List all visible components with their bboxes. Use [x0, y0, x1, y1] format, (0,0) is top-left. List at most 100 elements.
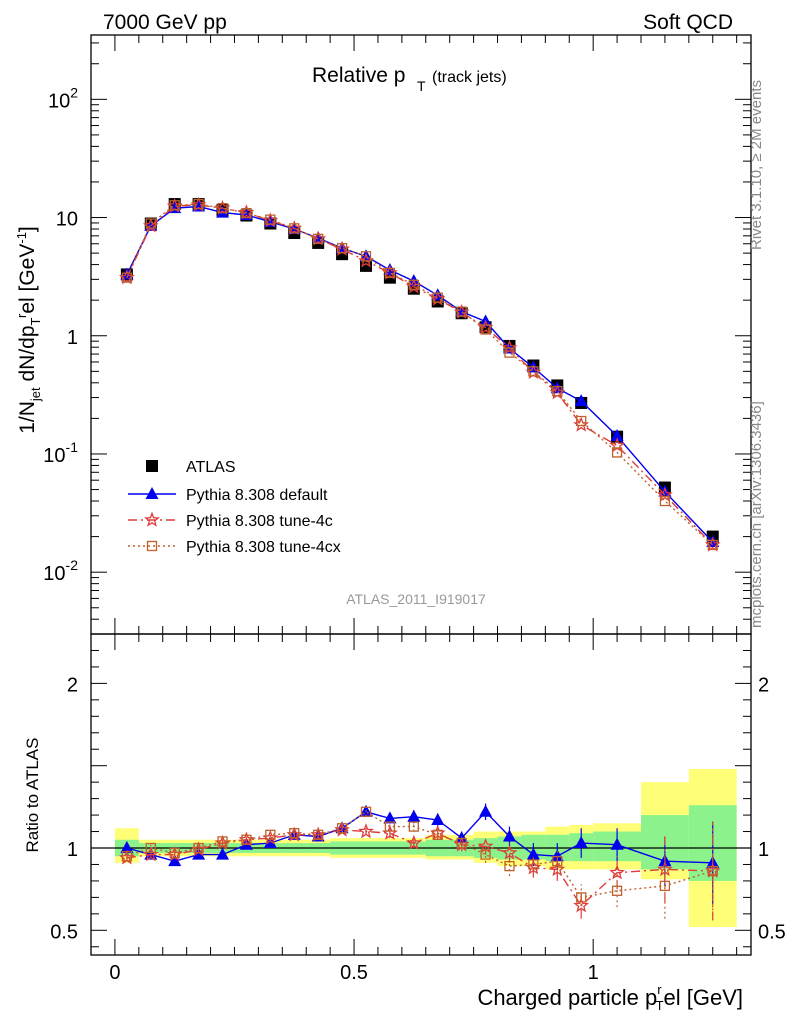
data-point [336, 243, 348, 254]
ratio-y-tick-label: 1 [67, 839, 78, 861]
y-tick-label: 10 [56, 209, 78, 231]
data-point [289, 223, 300, 234]
ratio-y-tick-label: 0.5 [758, 921, 786, 943]
ratio-y-tick-label: 1 [758, 839, 769, 861]
data-point [480, 324, 491, 335]
data-point [217, 203, 228, 214]
data-point [336, 823, 348, 834]
title-note: (track jets) [432, 69, 507, 86]
ylabel-part: r [14, 313, 29, 318]
ylabel-part: 1/N [16, 401, 39, 434]
data-point [610, 428, 624, 441]
data-point [707, 539, 718, 551]
ylabel-part: jet [28, 387, 43, 402]
data-point [479, 804, 493, 817]
ratio-frame [90, 633, 752, 956]
data-point [611, 885, 623, 896]
y-tick-label: 10-1 [43, 439, 78, 467]
data-point [360, 806, 372, 817]
data-point [501, 844, 518, 860]
data-point [313, 233, 324, 245]
series-line [126, 204, 714, 546]
data-point [313, 829, 324, 840]
y-tick-label: 10-2 [43, 557, 78, 585]
svg-text:1/Njet dN/dpTrel [GeV-1]: 1/Njet dN/dpTrel [GeV-1] [14, 226, 43, 434]
data-point [169, 200, 180, 211]
data-point [526, 847, 540, 860]
x-tick-label: 0.5 [340, 962, 368, 984]
data-point [432, 292, 443, 303]
data-point [528, 366, 539, 377]
data-point [241, 834, 252, 845]
ylabel-part: T [28, 317, 43, 325]
data-point [146, 460, 158, 472]
data-point [265, 829, 276, 840]
data-point [574, 836, 588, 849]
data-point [145, 842, 156, 854]
ratio-series [118, 803, 721, 921]
data-point [408, 279, 419, 290]
y-tick-exponent: 2 [70, 84, 78, 100]
ylabel-part: -1 [14, 232, 29, 244]
legend: ATLAS Pythia 8.308 default Pythia 8.308 tu… [128, 459, 341, 556]
ratio-y-label: Ratio to ATLAS [23, 738, 42, 853]
ratio-bands [91, 768, 751, 928]
y-tick-label: 1 [67, 327, 78, 349]
ratio-line [126, 829, 713, 907]
ratio-y-tick-label: 0.5 [50, 921, 78, 943]
y-tick-label: 102 [48, 84, 78, 112]
data-point [504, 860, 515, 872]
xlabel-part: T [656, 998, 664, 1013]
side-label-top: Rivet 3.1.10, ≥ 2M events [748, 80, 765, 250]
ratio-y-tick-label: 2 [758, 674, 769, 696]
data-point [574, 394, 588, 407]
data-point [360, 251, 372, 262]
data-point [145, 487, 159, 499]
main-y-label: 1/Njet dN/dpTrel [GeV-1] [14, 226, 43, 434]
xlabel-part: r [657, 982, 662, 997]
data-point [656, 486, 673, 502]
xlabel-part: Charged particle p [477, 985, 657, 1010]
y-tick-base: 10 [48, 90, 70, 112]
data-point [408, 821, 419, 832]
data-point [407, 809, 421, 822]
ratio-axes: 0 0.5 1 0.5 0.5 1 1 2 2 [50, 634, 786, 984]
data-point [384, 267, 396, 279]
data-point [168, 854, 182, 867]
data-point [502, 829, 516, 842]
data-point [120, 841, 134, 853]
data-point [659, 495, 671, 507]
data-point [193, 842, 204, 854]
x-axis-label: Charged particle pr Tel [GeV] [477, 982, 743, 1013]
data-point [610, 837, 624, 850]
data-point [659, 880, 671, 892]
y-tick-base: 10 [43, 563, 65, 585]
data-point [576, 415, 587, 427]
data-point [241, 207, 252, 219]
main-series [118, 196, 721, 552]
data-point [383, 811, 397, 824]
data-point [431, 813, 445, 826]
xlabel-part: el [GeV] [664, 985, 743, 1010]
legend-label: Pythia 8.308 tune-4c [186, 513, 333, 530]
data-point [263, 836, 277, 849]
data-point [552, 385, 563, 397]
ylabel-part: ] [16, 226, 39, 232]
data-point [121, 272, 133, 283]
data-point [504, 347, 515, 358]
data-point [121, 851, 133, 862]
ratio-y-tick-label: 2 [67, 674, 78, 696]
legend-label: Pythia 8.308 default [186, 487, 328, 504]
ylabel-part: el [GeV [16, 244, 39, 314]
data-point [576, 892, 587, 903]
legend-label: Pythia 8.308 tune-4cx [186, 539, 341, 556]
data-point [217, 836, 228, 847]
watermark: ATLAS_2011_I919017 [346, 591, 486, 607]
y-tick-exponent: -2 [66, 557, 79, 573]
side-label-bottom: mcplots.cern.ch [arXiv:1306.3436] [748, 401, 765, 628]
header-left: 7000 GeV pp [103, 11, 227, 34]
legend-label: ATLAS [186, 459, 236, 476]
data-point [289, 828, 300, 839]
data-point [265, 214, 276, 225]
